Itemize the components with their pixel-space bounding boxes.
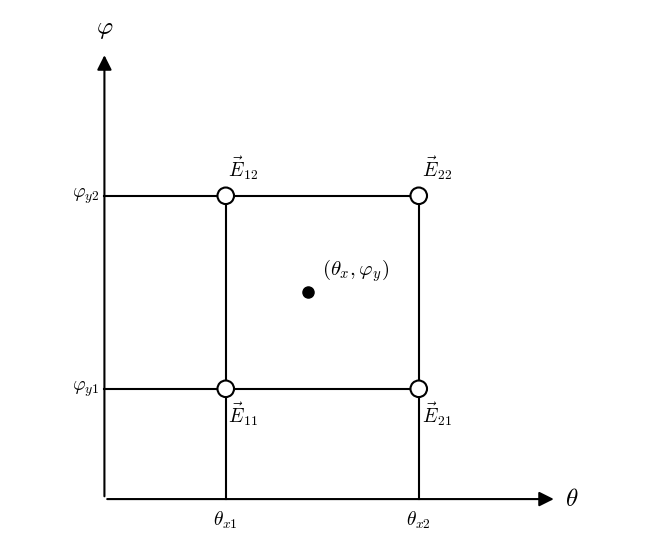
Text: $\theta_{x1}$: $\theta_{x1}$ <box>213 510 238 531</box>
Text: $\vec{E}_{11}$: $\vec{E}_{11}$ <box>229 400 258 428</box>
Text: $\varphi$: $\varphi$ <box>96 17 113 41</box>
Circle shape <box>218 188 234 204</box>
Text: $\vec{E}_{21}$: $\vec{E}_{21}$ <box>421 400 451 428</box>
Circle shape <box>410 188 427 204</box>
Text: $\varphi_{y1}$: $\varphi_{y1}$ <box>72 379 99 399</box>
Circle shape <box>410 380 427 397</box>
Text: $\varphi_{y2}$: $\varphi_{y2}$ <box>72 186 99 206</box>
Text: $\vec{E}_{12}$: $\vec{E}_{12}$ <box>229 154 259 182</box>
Text: $\theta$: $\theta$ <box>565 487 578 511</box>
Circle shape <box>218 380 234 397</box>
Text: $\vec{E}_{22}$: $\vec{E}_{22}$ <box>421 154 452 182</box>
Text: $\theta_{x2}$: $\theta_{x2}$ <box>406 510 431 531</box>
Text: $(\theta_x,\varphi_y)$: $(\theta_x,\varphi_y)$ <box>322 257 389 284</box>
